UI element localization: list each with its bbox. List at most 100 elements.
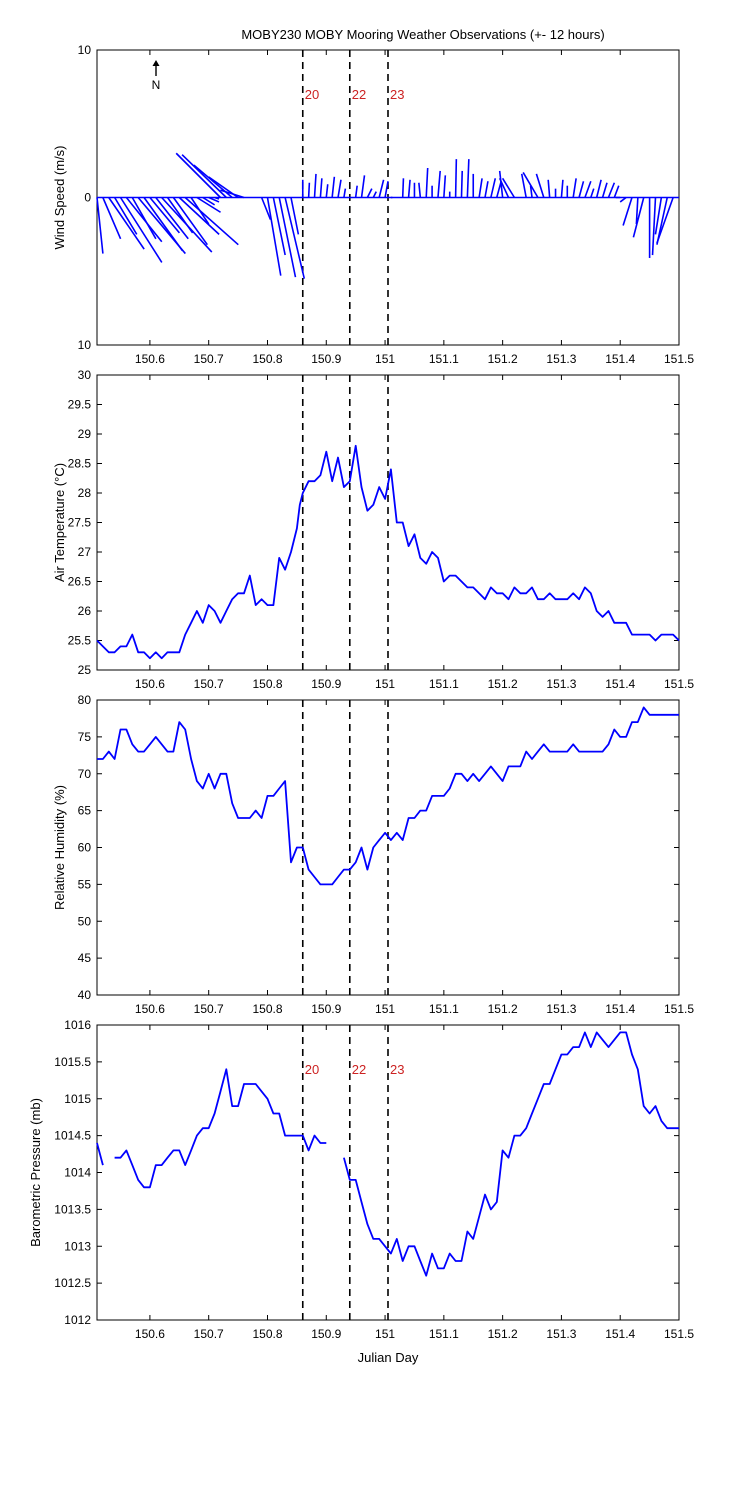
wind-stick <box>651 197 657 256</box>
x-tick-label: 150.7 <box>194 677 224 691</box>
wind-stick <box>372 191 377 198</box>
wind-stick <box>290 197 300 235</box>
wind-stick <box>478 178 483 198</box>
wind-stick <box>622 197 633 226</box>
x-tick-label: 150.7 <box>194 352 224 366</box>
wind-stick <box>149 196 181 234</box>
x-tick-label: 151.4 <box>605 1002 635 1016</box>
x-tick-label: 151.2 <box>488 352 518 366</box>
north-label: N <box>152 78 161 92</box>
x-tick-label: 151.1 <box>429 1002 459 1016</box>
wind-stick <box>490 178 497 198</box>
wind-stick <box>466 159 470 198</box>
y-tick-label: 1013 <box>64 1239 91 1253</box>
wind-stick <box>619 196 627 203</box>
wind-stick <box>535 173 545 198</box>
y-tick-label: 75 <box>78 730 92 744</box>
wind-stick <box>498 177 510 198</box>
wind-stick <box>360 175 366 198</box>
y-tick-label: 1016 <box>64 1018 91 1032</box>
x-tick-label: 151.4 <box>605 677 635 691</box>
wind-stick <box>284 197 306 279</box>
wind-stick <box>266 197 282 276</box>
wind-stick <box>460 170 464 198</box>
wind-stick <box>119 197 163 263</box>
y-tick-label: 25.5 <box>68 634 92 648</box>
wind-stick <box>331 176 336 198</box>
wind-stick <box>590 188 595 198</box>
y-tick-label: 50 <box>78 914 92 928</box>
x-tick-label: 151.5 <box>664 352 694 366</box>
cast-marker-label: 23 <box>390 87 404 102</box>
cast-marker-label: 22 <box>352 1062 366 1077</box>
wind-stick <box>632 197 645 238</box>
y-tick-label: 65 <box>78 804 92 818</box>
wind-stick <box>443 175 447 198</box>
wind-stick <box>196 196 221 213</box>
wind-stick <box>272 197 286 256</box>
x-tick-label: 150.9 <box>311 677 341 691</box>
x-tick-label: 150.9 <box>311 1327 341 1341</box>
wind-stick <box>108 197 145 250</box>
y-tick-label: 28.5 <box>68 457 92 471</box>
wind-stick <box>166 197 194 234</box>
y-tick-label: 27.5 <box>68 516 92 530</box>
wind-stick <box>307 182 311 198</box>
wind-stick <box>202 196 216 206</box>
y-axis-label: Relative Humidity (%) <box>52 785 67 910</box>
wind-stick <box>635 197 639 225</box>
x-tick-label: 151.3 <box>546 677 576 691</box>
y-tick-label: 10 <box>78 338 92 352</box>
x-tick-label: 151.2 <box>488 677 518 691</box>
y-axis-label: Barometric Pressure (mb) <box>28 1098 43 1247</box>
x-tick-label: 150.8 <box>252 1327 282 1341</box>
wind-stick <box>278 197 297 278</box>
wind-stick <box>484 181 489 198</box>
wind-stick <box>354 185 358 198</box>
wind-stick <box>584 181 592 198</box>
wind-stick <box>572 178 577 198</box>
x-tick-label: 151.5 <box>664 1327 694 1341</box>
y-tick-label: 27 <box>78 545 92 559</box>
wind-stick <box>454 159 458 198</box>
wind-stick <box>178 196 220 235</box>
wind-stick <box>384 181 389 198</box>
x-tick-label: 151.2 <box>488 1002 518 1016</box>
wind-stick <box>220 189 245 199</box>
wind-stick <box>520 173 527 198</box>
y-tick-label: 1015.5 <box>54 1055 91 1069</box>
wind-stick <box>113 197 138 235</box>
y-tick-label: 0 <box>84 191 91 205</box>
x-tick-label: 150.8 <box>252 1002 282 1016</box>
wind-stick <box>190 197 210 225</box>
figure-title: MOBY230 MOBY Mooring Weather Observation… <box>241 27 604 42</box>
wind-stick <box>613 185 620 198</box>
wind-stick <box>529 185 533 198</box>
panel-wind: 150.6 150.7 150.8 150.9 151 151.1 151.2 151.3 15… <box>52 43 694 366</box>
wind-stick <box>522 172 539 198</box>
y-tick-label: 80 <box>78 693 92 707</box>
wind-stick <box>175 152 222 199</box>
y-axis-label: Wind Speed (m/s) <box>52 145 67 249</box>
y-tick-label: 55 <box>78 877 92 891</box>
y-tick-label: 28 <box>78 486 92 500</box>
wind-stick <box>208 196 220 203</box>
y-tick-label: 1012 <box>64 1313 91 1327</box>
wind-stick <box>172 197 208 246</box>
panel-barometric-pressure: 150.6 150.7 150.8 150.9 151 151.1 151.2 151.3 15… <box>28 1018 694 1365</box>
x-tick-label: 150.8 <box>252 677 282 691</box>
wind-stick <box>418 182 422 198</box>
wind-stick <box>656 197 674 244</box>
x-tick-label: 151.2 <box>488 1327 518 1341</box>
x-axis-label: Julian Day <box>358 1350 419 1365</box>
x-tick-label: 151 <box>375 352 395 366</box>
x-tick-label: 150.6 <box>135 352 165 366</box>
y-tick-label: 1012.5 <box>54 1276 91 1290</box>
y-tick-label: 26 <box>78 604 92 618</box>
wind-stick <box>607 182 616 198</box>
x-tick-label: 151.1 <box>429 1327 459 1341</box>
wind-stick <box>547 179 551 198</box>
x-tick-label: 150.6 <box>135 677 165 691</box>
wind-stick <box>143 197 184 252</box>
